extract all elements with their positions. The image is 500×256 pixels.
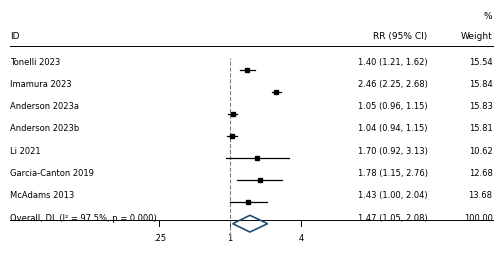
Text: RR (95% CI): RR (95% CI) <box>373 32 428 41</box>
Text: 1.04 (0.94, 1.15): 1.04 (0.94, 1.15) <box>358 124 428 133</box>
Text: Anderson 2023b: Anderson 2023b <box>10 124 79 133</box>
Text: 1.70 (0.92, 3.13): 1.70 (0.92, 3.13) <box>358 147 428 156</box>
Text: Overall, DL (I² = 97.5%, p = 0.000): Overall, DL (I² = 97.5%, p = 0.000) <box>10 214 157 222</box>
Text: 12.68: 12.68 <box>468 169 492 178</box>
Text: 15.54: 15.54 <box>469 58 492 67</box>
Text: 13.68: 13.68 <box>468 191 492 200</box>
Text: .25: .25 <box>152 234 166 243</box>
Text: 15.81: 15.81 <box>469 124 492 133</box>
Text: 15.84: 15.84 <box>469 80 492 89</box>
Text: 1.43 (1.00, 2.04): 1.43 (1.00, 2.04) <box>358 191 428 200</box>
Text: 4: 4 <box>298 234 304 243</box>
Text: 1.05 (0.96, 1.15): 1.05 (0.96, 1.15) <box>358 102 428 111</box>
Text: 15.83: 15.83 <box>468 102 492 111</box>
Text: 1.47 (1.05, 2.08): 1.47 (1.05, 2.08) <box>358 214 428 222</box>
Text: 2.46 (2.25, 2.68): 2.46 (2.25, 2.68) <box>358 80 428 89</box>
Text: Anderson 2023a: Anderson 2023a <box>10 102 79 111</box>
Text: Garcia-Canton 2019: Garcia-Canton 2019 <box>10 169 94 178</box>
Text: 1.78 (1.15, 2.76): 1.78 (1.15, 2.76) <box>358 169 428 178</box>
Text: Imamura 2023: Imamura 2023 <box>10 80 72 89</box>
Text: McAdams 2013: McAdams 2013 <box>10 191 74 200</box>
Text: Tonelli 2023: Tonelli 2023 <box>10 58 60 67</box>
Text: ID: ID <box>10 32 20 41</box>
Text: 100.00: 100.00 <box>464 214 492 222</box>
Text: 1.40 (1.21, 1.62): 1.40 (1.21, 1.62) <box>358 58 428 67</box>
Text: Li 2021: Li 2021 <box>10 147 40 156</box>
Text: 10.62: 10.62 <box>469 147 492 156</box>
Text: Weight: Weight <box>461 32 492 41</box>
Text: 1: 1 <box>228 234 233 243</box>
Text: %: % <box>484 12 492 20</box>
